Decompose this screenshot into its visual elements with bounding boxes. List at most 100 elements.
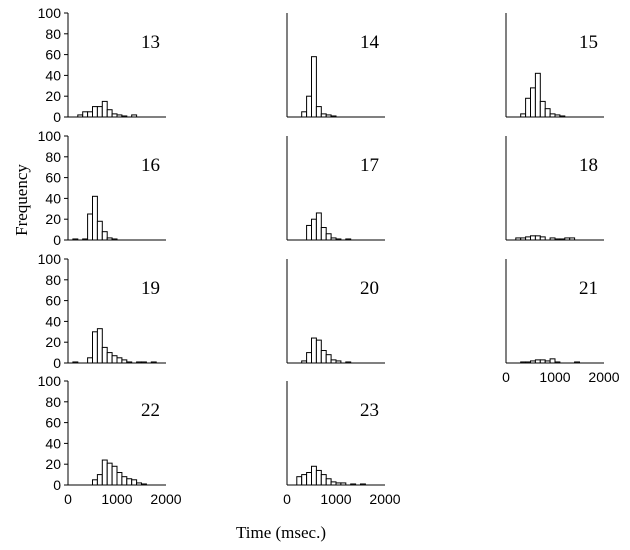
panel-label: 21	[579, 278, 598, 299]
panel-23: 23 0 1000 2000	[283, 381, 401, 507]
histogram-bar	[121, 476, 128, 486]
histogram-bar	[92, 331, 98, 364]
histogram-bar	[106, 109, 113, 118]
y-tick-label: 80	[45, 272, 61, 288]
y-tick-label: 100	[38, 128, 62, 144]
histogram-bar	[111, 465, 118, 486]
histogram-bar	[539, 236, 546, 241]
histogram-bar	[330, 237, 337, 241]
histogram-bar	[82, 111, 89, 118]
histogram-bar	[116, 114, 123, 118]
histogram-bar	[549, 237, 556, 241]
y-tick-label: 60	[45, 415, 61, 431]
histogram-bar	[96, 328, 103, 364]
histogram-bar	[72, 238, 79, 241]
panel-21: 21 0 1000 2000	[502, 259, 620, 385]
histogram-bar	[101, 346, 108, 364]
x-tick-label: 2000	[369, 491, 400, 507]
histogram-bar	[320, 227, 327, 241]
histogram-bar	[92, 195, 98, 241]
histogram-bar	[72, 361, 79, 364]
histogram-bar	[530, 360, 536, 364]
panel-13: 0 20 40 60 80 100 13	[38, 5, 166, 125]
y-tick-label: 60	[45, 293, 61, 309]
histogram-bar	[96, 106, 103, 118]
histogram-bar	[325, 114, 332, 118]
histogram-bar	[325, 233, 332, 241]
histogram-bar	[96, 474, 103, 486]
histogram-bar	[311, 337, 317, 364]
y-tick-label: 0	[53, 355, 61, 371]
panels-layer: 0 20 40 60 80 100 13 14 15 0 20 40 60 80 100 16 17 18 0 20 4…	[38, 5, 620, 507]
y-tick-label: 80	[45, 26, 61, 42]
histogram-bar	[320, 113, 327, 118]
y-tick-label: 100	[38, 5, 62, 21]
histogram-bar	[335, 482, 342, 486]
histogram-bar	[330, 359, 337, 364]
histogram-bar	[111, 238, 118, 241]
histogram-bar	[520, 237, 527, 241]
histogram-bar	[116, 472, 123, 486]
histogram-bar	[539, 359, 546, 364]
histogram-bar	[554, 361, 561, 364]
y-tick-label: 20	[45, 456, 61, 472]
histogram-bar	[360, 483, 366, 486]
histogram-bar	[306, 95, 313, 118]
histogram-bar	[141, 483, 147, 486]
x-tick-label: 0	[502, 369, 510, 385]
panel-18: 18	[505, 136, 604, 241]
histogram-bar	[126, 361, 133, 364]
panel-label: 16	[141, 155, 160, 176]
y-tick-label: 0	[53, 232, 61, 248]
y-tick-label: 100	[38, 373, 62, 389]
histogram-bar	[101, 459, 108, 486]
histogram-bar	[534, 359, 541, 364]
histogram-bar	[131, 114, 138, 118]
x-axis-title: Time (msec.)	[236, 523, 326, 542]
histogram-bar	[559, 115, 566, 118]
panel-22: 0 20 40 60 80 100 22 0 1000 2000	[38, 373, 182, 507]
panel-label: 20	[360, 278, 379, 299]
histogram-bar	[525, 236, 531, 241]
histogram-bar	[564, 237, 571, 241]
x-tick-label: 1000	[539, 369, 570, 385]
histogram-bar	[345, 238, 352, 241]
histogram-bar	[92, 106, 98, 118]
y-tick-label: 60	[45, 170, 61, 186]
histogram-bar	[106, 352, 113, 364]
histogram-bar	[101, 100, 108, 118]
x-tick-label: 2000	[588, 369, 619, 385]
histogram-bar	[320, 350, 327, 364]
histogram-bar	[330, 115, 337, 118]
x-tick-label: 0	[283, 491, 291, 507]
histogram-bar	[534, 235, 541, 241]
y-tick-label: 80	[45, 149, 61, 165]
histogram-bar	[554, 238, 561, 241]
histogram-bar	[101, 231, 108, 241]
histogram-bar	[136, 482, 143, 486]
y-tick-label: 0	[53, 109, 61, 125]
histogram-bar	[121, 359, 128, 364]
histogram-bar	[77, 114, 84, 118]
histogram-bar	[345, 361, 352, 364]
panel-17: 17	[286, 136, 385, 241]
histogram-bar	[311, 218, 317, 241]
y-tick-label: 40	[45, 313, 61, 329]
x-tick-label: 1000	[101, 491, 132, 507]
histogram-bar	[530, 235, 536, 241]
histogram-bar	[525, 97, 531, 118]
histogram-bar	[315, 212, 322, 241]
histogram-bar	[141, 361, 147, 364]
y-tick-label: 80	[45, 394, 61, 410]
histogram-bar	[96, 220, 103, 241]
histogram-bar	[340, 482, 347, 486]
histogram-bar	[311, 56, 317, 118]
y-tick-label: 60	[45, 47, 61, 63]
panel-15: 15	[505, 13, 604, 118]
histogram-bar	[325, 354, 332, 364]
y-tick-label: 40	[45, 190, 61, 206]
panel-19: 0 20 40 60 80 100 19	[38, 251, 166, 371]
histogram-bar	[111, 113, 118, 118]
histogram-bar	[335, 238, 342, 241]
